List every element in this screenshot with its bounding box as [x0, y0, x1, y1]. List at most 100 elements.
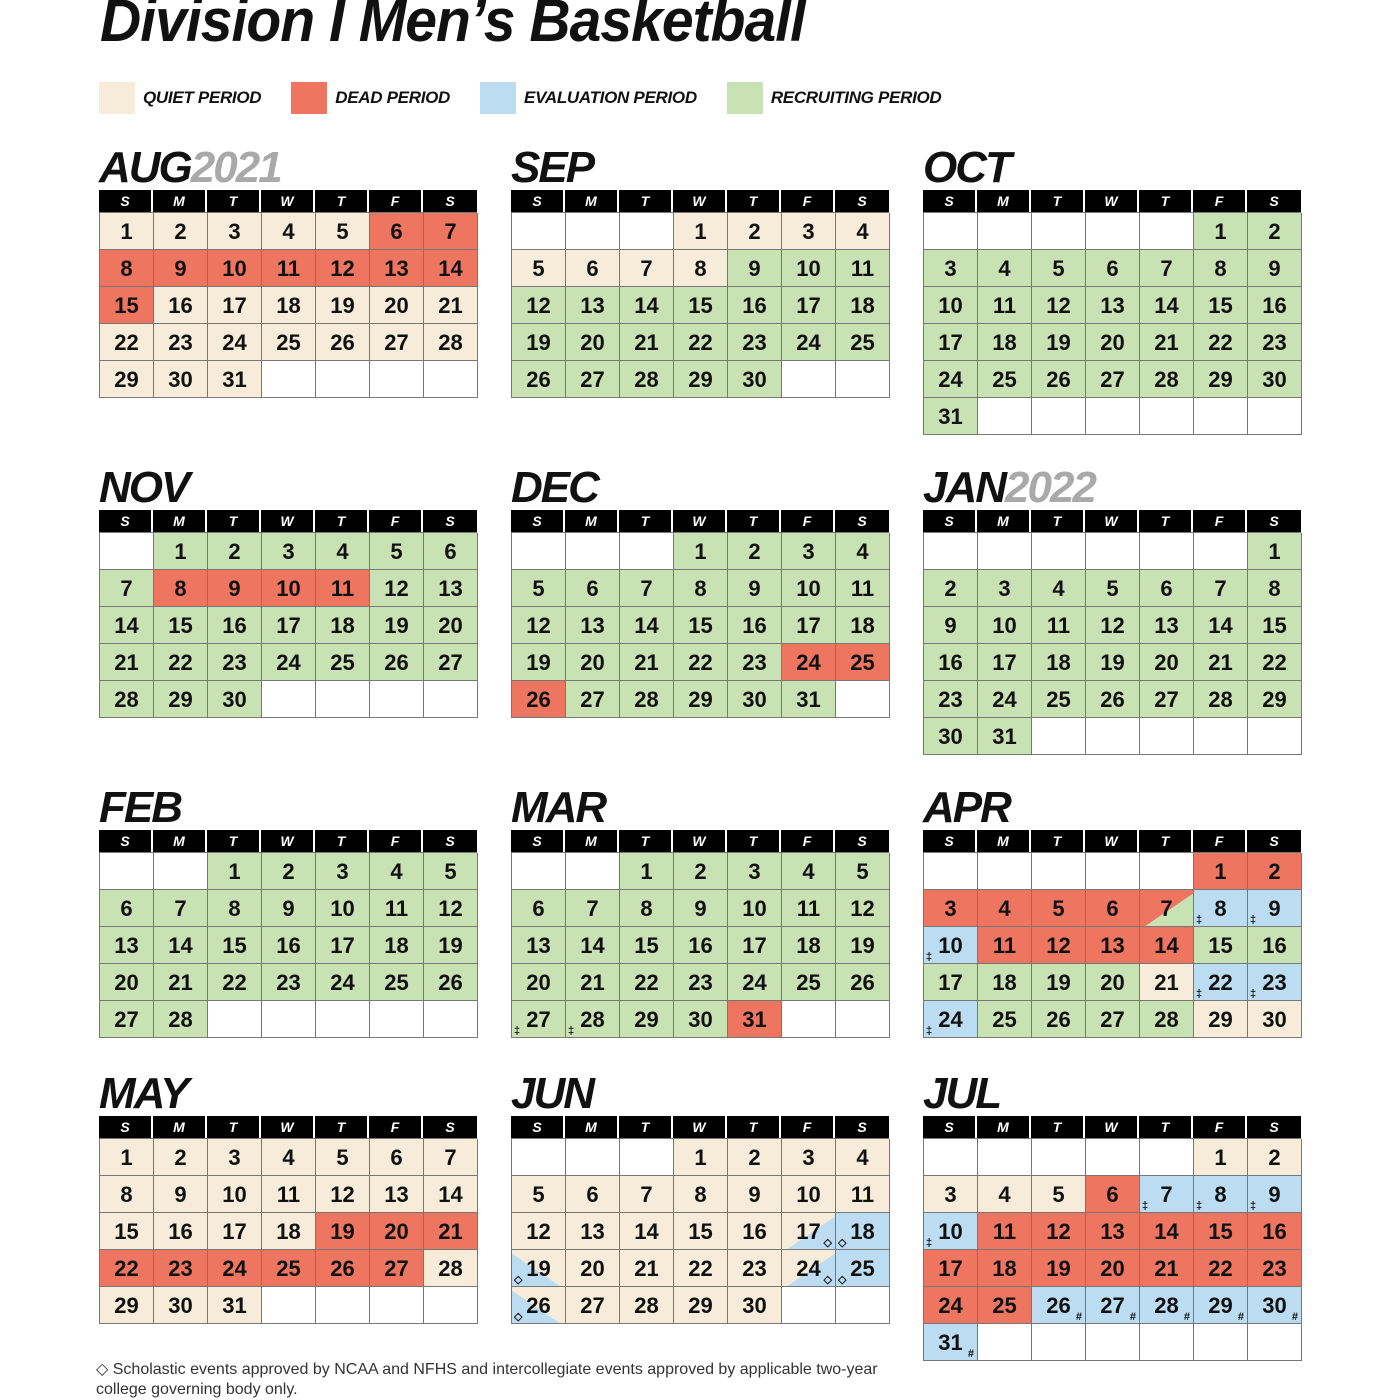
day-cell[interactable]: 1 — [620, 853, 674, 890]
day-cell[interactable]: 9 — [1248, 250, 1302, 287]
day-cell[interactable]: 7 — [100, 570, 154, 607]
day-cell[interactable]: 28 — [1140, 1001, 1194, 1038]
day-cell[interactable]: 17 ◇ — [782, 1213, 836, 1250]
day-cell[interactable]: 5 — [424, 853, 478, 890]
day-cell[interactable]: 1 — [208, 853, 262, 890]
day-cell[interactable]: 29 — [620, 1001, 674, 1038]
day-cell[interactable]: 26 — [512, 681, 566, 718]
day-cell[interactable]: 10 — [782, 250, 836, 287]
day-cell[interactable]: 15 — [208, 927, 262, 964]
day-cell[interactable]: 2 — [728, 1139, 782, 1176]
day-cell[interactable]: 16 — [728, 607, 782, 644]
day-cell[interactable]: 12 — [512, 287, 566, 324]
day-cell[interactable]: 26 # — [1032, 1287, 1086, 1324]
day-cell[interactable]: 4 — [836, 213, 890, 250]
day-cell[interactable]: 11 — [1032, 607, 1086, 644]
day-cell[interactable]: 11 — [836, 250, 890, 287]
day-cell[interactable]: 25 — [370, 964, 424, 1001]
day-cell[interactable]: 13 — [1086, 287, 1140, 324]
day-cell[interactable]: 5 — [1032, 1176, 1086, 1213]
day-cell[interactable]: 20 — [566, 324, 620, 361]
day-cell[interactable]: 9 — [674, 890, 728, 927]
day-cell[interactable]: 19 — [1032, 1250, 1086, 1287]
day-cell[interactable]: 20 — [1086, 324, 1140, 361]
day-cell[interactable]: 23 — [154, 1250, 208, 1287]
day-cell[interactable]: 1 — [1194, 213, 1248, 250]
day-cell[interactable]: 29 — [674, 361, 728, 398]
day-cell[interactable]: 12 — [1086, 607, 1140, 644]
day-cell[interactable]: 29 — [674, 681, 728, 718]
day-cell[interactable]: 18 — [782, 927, 836, 964]
day-cell[interactable]: 15 — [100, 287, 154, 324]
day-cell[interactable]: 26 ◇ — [512, 1287, 566, 1324]
day-cell[interactable]: 18 — [1032, 644, 1086, 681]
day-cell[interactable]: 1 — [674, 213, 728, 250]
day-cell[interactable]: 24 — [782, 644, 836, 681]
day-cell[interactable]: 27 — [1086, 1001, 1140, 1038]
day-cell[interactable]: 30 — [1248, 361, 1302, 398]
day-cell[interactable]: 5 — [1032, 890, 1086, 927]
day-cell[interactable]: 30 # — [1248, 1287, 1302, 1324]
day-cell[interactable]: 23 — [262, 964, 316, 1001]
day-cell[interactable]: 4 — [262, 1139, 316, 1176]
day-cell[interactable]: 31 — [782, 681, 836, 718]
day-cell[interactable]: 2 — [728, 213, 782, 250]
day-cell[interactable]: 12 — [512, 1213, 566, 1250]
day-cell[interactable]: 18 — [836, 287, 890, 324]
day-cell[interactable]: 6 — [370, 213, 424, 250]
day-cell[interactable]: 8 — [620, 890, 674, 927]
day-cell[interactable]: 14 — [566, 927, 620, 964]
day-cell[interactable]: 8 — [154, 570, 208, 607]
day-cell[interactable]: 4 — [316, 533, 370, 570]
day-cell[interactable]: 21 — [424, 1213, 478, 1250]
day-cell[interactable]: 3 — [208, 213, 262, 250]
day-cell[interactable]: 26 — [1086, 681, 1140, 718]
day-cell[interactable]: 6 — [566, 250, 620, 287]
day-cell[interactable]: 4 — [1032, 570, 1086, 607]
day-cell[interactable]: 8 — [100, 250, 154, 287]
day-cell[interactable]: 30 — [728, 361, 782, 398]
day-cell[interactable]: 11 — [978, 1213, 1032, 1250]
day-cell[interactable]: 31 — [728, 1001, 782, 1038]
day-cell[interactable]: 21 — [424, 287, 478, 324]
day-cell[interactable]: 28 — [620, 361, 674, 398]
day-cell[interactable]: 4 — [978, 250, 1032, 287]
day-cell[interactable]: 21 — [1140, 964, 1194, 1001]
day-cell[interactable]: 23 — [728, 1250, 782, 1287]
day-cell[interactable]: 2 — [154, 1139, 208, 1176]
day-cell[interactable]: 25 — [782, 964, 836, 1001]
day-cell[interactable]: 26 — [1032, 361, 1086, 398]
day-cell[interactable]: 19 — [1032, 964, 1086, 1001]
day-cell[interactable]: 29 — [100, 1287, 154, 1324]
day-cell[interactable]: 8 — [1248, 570, 1302, 607]
day-cell[interactable]: 3 — [924, 250, 978, 287]
day-cell[interactable]: 5 — [370, 533, 424, 570]
day-cell[interactable]: 11 — [370, 890, 424, 927]
day-cell[interactable]: 17 — [728, 927, 782, 964]
day-cell[interactable]: 22 — [100, 324, 154, 361]
day-cell[interactable]: 7 — [620, 250, 674, 287]
day-cell[interactable]: 26 — [370, 644, 424, 681]
day-cell[interactable]: 6 — [566, 570, 620, 607]
day-cell[interactable]: 12 — [316, 1176, 370, 1213]
day-cell[interactable]: 13 — [512, 927, 566, 964]
day-cell[interactable]: 29 — [154, 681, 208, 718]
day-cell[interactable]: 2 — [1248, 853, 1302, 890]
day-cell[interactable]: 20 — [370, 287, 424, 324]
day-cell[interactable]: 26 — [316, 324, 370, 361]
day-cell[interactable]: 8 — [208, 890, 262, 927]
day-cell[interactable]: 10 — [924, 287, 978, 324]
day-cell[interactable]: 11 — [836, 1176, 890, 1213]
day-cell[interactable]: 20 — [370, 1213, 424, 1250]
day-cell[interactable]: 14 — [1194, 607, 1248, 644]
day-cell[interactable]: 28 — [1140, 361, 1194, 398]
day-cell[interactable]: 11 — [262, 1176, 316, 1213]
day-cell[interactable]: 22 — [620, 964, 674, 1001]
day-cell[interactable]: 20 — [1086, 1250, 1140, 1287]
day-cell[interactable]: 7 ‡ — [1140, 1176, 1194, 1213]
day-cell[interactable]: 6 — [1086, 1176, 1140, 1213]
day-cell[interactable]: 5 — [1032, 250, 1086, 287]
day-cell[interactable]: 12 — [836, 890, 890, 927]
day-cell[interactable]: 2 — [208, 533, 262, 570]
day-cell[interactable]: 3 — [728, 853, 782, 890]
